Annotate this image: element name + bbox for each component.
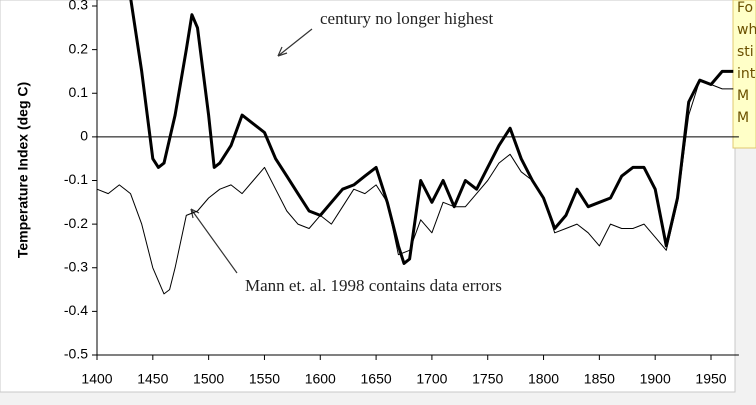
- y-tick-label: -0.5: [64, 346, 88, 362]
- side-note-line: int: [737, 66, 756, 82]
- x-tick-label: 1600: [305, 371, 336, 387]
- side-note-line: Fo: [737, 0, 753, 16]
- y-tick-label: -0.4: [64, 302, 88, 318]
- y-axis-label: Temperature Index (deg C): [15, 82, 31, 258]
- annotation: Mann et. al. 1998 contains data errors: [245, 276, 502, 295]
- y-tick-label: 0.2: [69, 40, 89, 56]
- side-note-line: M: [737, 110, 749, 126]
- series-line: [129, 0, 734, 265]
- side-note-line: M: [737, 88, 749, 104]
- x-tick-label: 1900: [640, 371, 671, 387]
- x-tick-label: 1450: [137, 371, 168, 387]
- y-tick-label: 0.3: [69, 0, 89, 13]
- side-note-box: [732, 0, 756, 149]
- y-tick-label: -0.2: [64, 215, 88, 231]
- y-tick-label: -0.1: [64, 171, 88, 187]
- y-tick-label: 0.1: [69, 84, 89, 100]
- annotation: century no longer highest: [320, 9, 494, 28]
- side-note-line: sti: [737, 44, 754, 60]
- x-tick-label: 1850: [584, 371, 615, 387]
- x-tick-label: 1950: [695, 371, 726, 387]
- side-note-line: wh: [737, 22, 756, 38]
- x-tick-label: 1500: [193, 371, 224, 387]
- x-tick-label: 1750: [472, 371, 503, 387]
- x-tick-label: 1700: [416, 371, 447, 387]
- x-tick-label: 1550: [249, 371, 280, 387]
- y-tick-label: -0.3: [64, 258, 88, 274]
- x-tick-label: 1800: [528, 371, 559, 387]
- x-tick-label: 1650: [361, 371, 392, 387]
- chart-frame: [0, 0, 736, 393]
- y-tick-label: 0: [80, 128, 88, 144]
- x-tick-label: 1400: [81, 371, 112, 387]
